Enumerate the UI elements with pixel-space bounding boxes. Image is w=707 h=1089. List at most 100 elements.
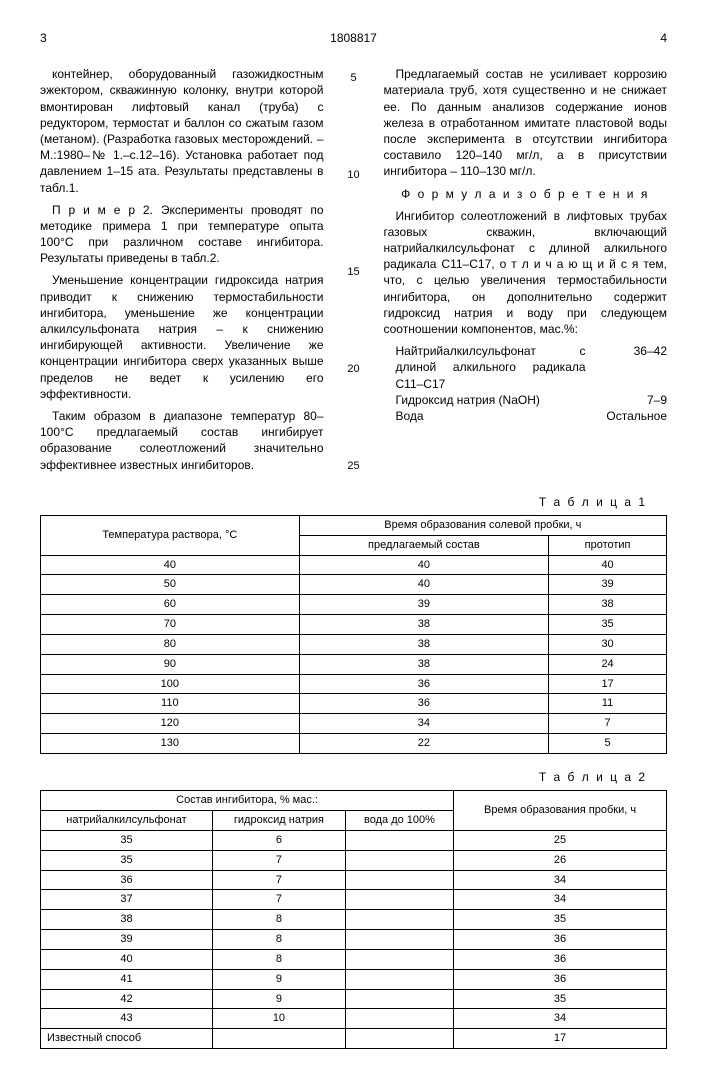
composition-value: 36–42 [634,343,667,392]
document-number: 1808817 [47,30,661,46]
table-cell: 11 [549,694,667,714]
table-cell: 39 [549,575,667,595]
table-cell: 7 [212,850,345,870]
table-cell: 70 [41,615,300,635]
table-row: 36734 [41,870,667,890]
table-cell: 38 [41,910,213,930]
table-cell: 130 [41,734,300,754]
table-header: вода до 100% [345,811,453,831]
table-cell [345,910,453,930]
composition-row: Гидроксид натрия (NaOH) 7–9 [396,392,668,408]
table-2: Состав ингибитора, % мас.: Время образов… [40,790,667,1049]
table-cell: 39 [299,595,548,615]
table-row: 42935 [41,989,667,1009]
table-cell: 10 [212,1009,345,1029]
line-number: 5 [344,71,364,86]
table-cell: 8 [212,949,345,969]
table-cell: 36 [454,930,667,950]
composition-list: Найтрийалкилсульфонат с длиной алкильног… [396,343,668,424]
table-cell: 39 [41,930,213,950]
text-columns: контейнер, оборудованный газожидкостным … [40,66,667,479]
table-row: 38835 [41,910,667,930]
table-row: 120347 [41,714,667,734]
table-cell [345,969,453,989]
table2-label: Т а б л и ц а 2 [40,769,647,785]
table-cell: 37 [41,890,213,910]
table-cell: 120 [41,714,300,734]
paragraph: П р и м е р 2. Эксперименты проводят по … [40,202,324,267]
table-cell [345,850,453,870]
table-cell: 30 [549,634,667,654]
table-header: прототип [549,535,667,555]
table-cell: 35 [549,615,667,635]
table-cell: 43 [41,1009,213,1029]
table-row: 803830 [41,634,667,654]
table-cell: 38 [299,615,548,635]
table-header: Температура раствора, °С [41,515,300,555]
paragraph: Уменьшение концентрации гидроксида натри… [40,272,324,402]
table-cell: 38 [299,654,548,674]
table-cell: 26 [454,850,667,870]
table-cell: 40 [299,575,548,595]
table-cell: 25 [454,830,667,850]
table-cell: 9 [212,969,345,989]
line-number: 15 [344,265,364,280]
table-cell: 34 [299,714,548,734]
table-header: Время образования солевой пробки, ч [299,515,666,535]
composition-value: 7–9 [647,392,667,408]
table-row: 703835 [41,615,667,635]
table-header: гидроксид натрия [212,811,345,831]
table-cell [345,989,453,1009]
table-cell: 24 [549,654,667,674]
table-cell: 34 [454,870,667,890]
table-cell: 34 [454,890,667,910]
table-cell [345,930,453,950]
table-cell [345,870,453,890]
table-row: 35625 [41,830,667,850]
table-cell: 35 [41,830,213,850]
page-header: 3 1808817 4 [40,30,667,46]
table-cell: 9 [212,989,345,1009]
table-cell: 5 [549,734,667,754]
table-header: Время образования пробки, ч [454,791,667,831]
paragraph: Таким образом в диапазоне температур 80–… [40,408,324,473]
left-column: контейнер, оборудованный газожидкостным … [40,66,324,479]
page-number-right: 4 [660,30,667,46]
table-row: 404040 [41,555,667,575]
composition-name: Гидроксид натрия (NaOH) [396,392,540,408]
table-1: Температура раствора, °С Время образован… [40,515,667,754]
table-cell: 35 [454,989,667,1009]
table-cell: 38 [549,595,667,615]
table-row: 431034 [41,1009,667,1029]
table-row: 398 36 [41,930,667,950]
table-header: Состав ингибитора, % мас.: [41,791,454,811]
paragraph: Предлагаемый состав не усиливает коррози… [384,66,668,179]
line-number: 10 [344,168,364,183]
table-row: 130225 [41,734,667,754]
table-cell: 8 [212,930,345,950]
table-row: 603938 [41,595,667,615]
line-number-gutter: 5 10 15 20 25 [344,66,364,479]
table-cell [345,830,453,850]
table-row: 1003617 [41,674,667,694]
right-column: Предлагаемый состав не усиливает коррози… [384,66,668,479]
composition-name: Найтрийалкилсульфонат с длиной алкильног… [396,343,586,392]
table-cell [212,1029,345,1049]
table-cell: 36 [454,949,667,969]
composition-name: Вода [396,408,424,424]
table-row: Известный способ17 [41,1029,667,1049]
table-cell: 50 [41,575,300,595]
formula-title: Ф о р м у л а и з о б р е т е н и я [384,186,668,202]
line-number: 20 [344,362,364,377]
page-number-left: 3 [40,30,47,46]
table-cell: 7 [212,890,345,910]
table-cell: 41 [41,969,213,989]
table-cell: 60 [41,595,300,615]
table-cell: 80 [41,634,300,654]
table-cell: 7 [212,870,345,890]
table-row: 903824 [41,654,667,674]
table-cell: 40 [549,555,667,575]
table-cell: 35 [41,850,213,870]
table-cell: 40 [41,949,213,969]
table-cell: 7 [549,714,667,734]
